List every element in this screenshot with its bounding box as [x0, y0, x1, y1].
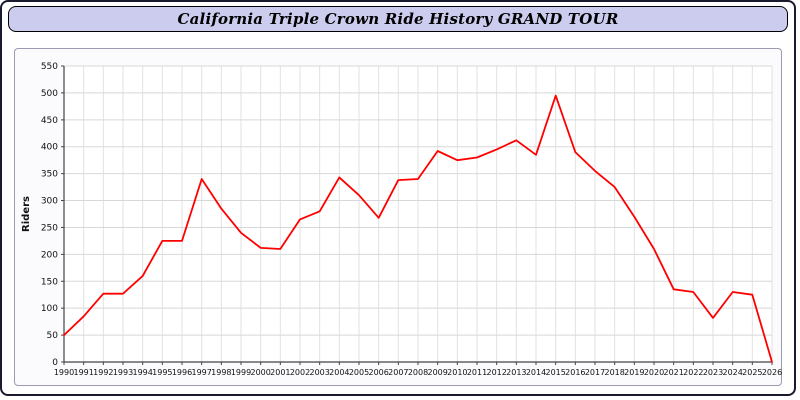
svg-text:1997: 1997	[191, 368, 211, 377]
svg-text:50: 50	[47, 331, 59, 341]
svg-text:450: 450	[41, 116, 58, 126]
svg-text:2014: 2014	[526, 368, 546, 377]
svg-text:2016: 2016	[565, 368, 585, 377]
svg-text:2008: 2008	[408, 368, 428, 377]
svg-text:2005: 2005	[349, 368, 369, 377]
svg-text:0: 0	[52, 358, 58, 368]
svg-text:150: 150	[41, 277, 58, 287]
svg-text:2018: 2018	[604, 368, 624, 377]
svg-text:2007: 2007	[388, 368, 408, 377]
svg-text:1995: 1995	[152, 368, 172, 377]
svg-text:1996: 1996	[172, 368, 192, 377]
page-title: California Triple Crown Ride History GRA…	[177, 10, 619, 28]
svg-text:2003: 2003	[309, 368, 329, 377]
svg-text:2021: 2021	[663, 368, 683, 377]
svg-text:250: 250	[41, 223, 58, 233]
svg-text:1993: 1993	[113, 368, 133, 377]
svg-text:1994: 1994	[132, 368, 152, 377]
svg-text:300: 300	[41, 197, 58, 207]
svg-text:400: 400	[41, 143, 58, 153]
svg-text:2004: 2004	[329, 368, 349, 377]
svg-text:2026: 2026	[762, 368, 782, 377]
svg-text:1999: 1999	[231, 368, 251, 377]
svg-text:2020: 2020	[644, 368, 664, 377]
svg-text:2012: 2012	[486, 368, 506, 377]
svg-text:100: 100	[41, 304, 58, 314]
svg-text:Riders: Riders	[21, 196, 32, 232]
svg-text:350: 350	[41, 170, 58, 180]
svg-text:2023: 2023	[703, 368, 723, 377]
svg-text:1990: 1990	[54, 368, 74, 377]
svg-text:2011: 2011	[467, 368, 487, 377]
svg-text:2017: 2017	[585, 368, 605, 377]
svg-text:2015: 2015	[545, 368, 565, 377]
svg-text:2000: 2000	[250, 368, 270, 377]
svg-text:1992: 1992	[93, 368, 113, 377]
svg-text:2010: 2010	[447, 368, 467, 377]
svg-text:550: 550	[41, 62, 58, 72]
svg-text:2024: 2024	[722, 368, 742, 377]
svg-text:200: 200	[41, 250, 58, 260]
svg-text:1998: 1998	[211, 368, 231, 377]
svg-text:2022: 2022	[683, 368, 703, 377]
svg-text:2019: 2019	[624, 368, 644, 377]
svg-text:2006: 2006	[368, 368, 388, 377]
svg-text:500: 500	[41, 89, 58, 99]
svg-text:2009: 2009	[427, 368, 447, 377]
svg-text:2001: 2001	[270, 368, 290, 377]
svg-text:1991: 1991	[73, 368, 93, 377]
svg-text:2013: 2013	[506, 368, 526, 377]
title-bar: California Triple Crown Ride History GRA…	[8, 6, 788, 32]
svg-text:2002: 2002	[290, 368, 310, 377]
svg-text:2025: 2025	[742, 368, 762, 377]
riders-line-chart: 1990 1991 1992 1993 1994 1995 1996 1997 1998 1999…	[21, 62, 782, 377]
chart-panel: 1990 1991 1992 1993 1994 1995 1996 1997 1998 1999…	[14, 48, 782, 386]
